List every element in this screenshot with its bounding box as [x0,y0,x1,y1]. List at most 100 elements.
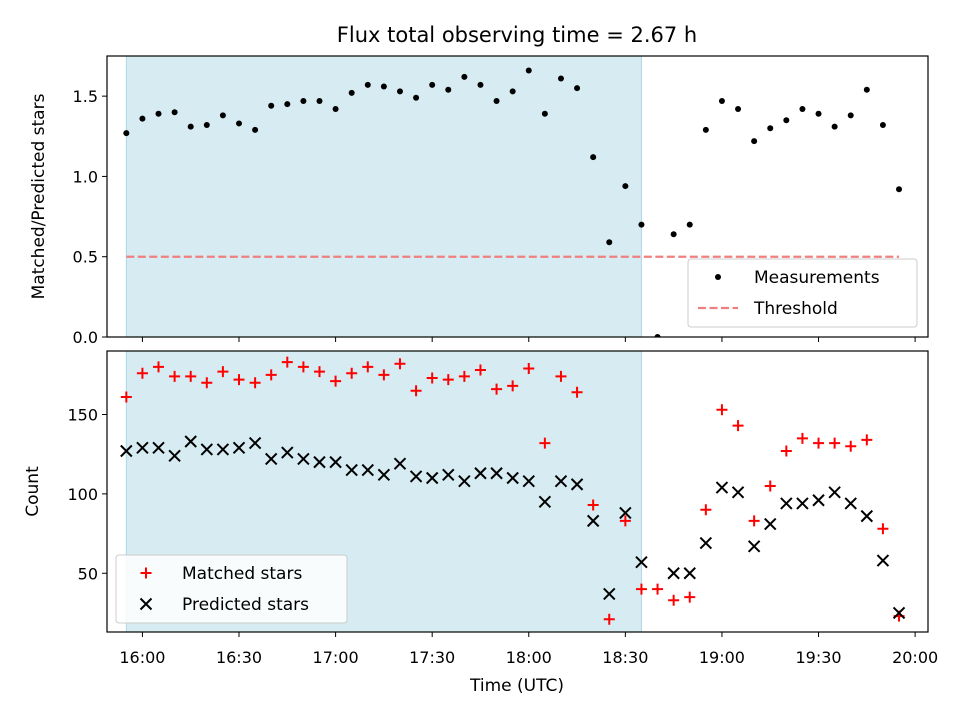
measurement-point [187,123,194,130]
matched-star-point [700,504,712,516]
predicted-star-point [216,443,230,456]
matched-star-point [619,515,631,527]
predicted-star-point [570,478,584,491]
legend-predicted-swatch [139,597,153,611]
predicted-star-point [168,449,181,462]
measurement-point [445,86,452,93]
matched-star-point [684,591,696,603]
y-tick-label: 100 [67,485,98,504]
measurement-point [429,81,436,88]
measurement-point [686,221,693,228]
measurement-point [461,73,468,80]
measurement-point [525,67,532,74]
predicted-star-point [345,463,358,477]
matched-star-point [877,523,889,535]
matched-star-point [362,361,374,373]
plot-area [123,67,903,337]
measurement-point [622,183,629,190]
figure-title: Flux total observing time = 2.67 h [337,23,697,47]
matched-star-point [748,515,760,527]
matched-star-point [233,374,245,386]
predicted-star-point [780,497,793,510]
matched-star-point [249,377,261,389]
matched-star-point [169,370,181,382]
predicted-star-point [667,567,680,580]
predicted-star-point [764,517,777,531]
plot-area [120,356,906,625]
predicted-star-point [297,452,310,466]
predicted-star-point [812,494,825,507]
matched-star-point [845,440,857,452]
matched-star-point [410,385,422,397]
predicted-star-point [747,540,761,553]
measurement-point [541,110,548,117]
predicted-star-point [860,509,874,523]
measurement-point [783,117,790,124]
predicted-star-point [200,443,214,456]
matched-star-point [136,367,148,379]
measurement-point [751,138,758,145]
predicted-star-point [248,436,262,450]
matched-star-point [313,366,325,378]
matched-star-point [587,499,599,511]
measurement-point [670,231,677,238]
predicted-star-point [409,470,423,483]
measurement-point [380,83,387,90]
measurement-point [735,105,742,112]
predicted-star-point [635,555,648,569]
measurement-point [396,88,403,95]
predicted-star-point [474,467,487,480]
matched-star-point [571,386,583,398]
matched-star-point [507,380,519,392]
legend-label: Threshold [753,299,838,319]
legend-box [115,554,348,624]
x-tick-label: 18:00 [506,648,552,667]
y-tick-label: 1.5 [73,87,98,106]
matched-star-point [426,372,438,384]
matched-star-point [555,370,567,382]
measurement-point [557,75,564,82]
matched-star-point [829,437,841,449]
predicted-star-point [619,506,632,520]
measurement-point [139,115,146,122]
measurement-point [348,89,355,96]
measurement-point [702,126,709,133]
measurement-point [799,105,806,112]
y-tick-label: 0.0 [73,328,98,347]
legend-label: Matched stars [182,564,302,584]
predicted-star-point [538,495,552,509]
predicted-star-point [136,441,149,455]
predicted-star-point [377,468,391,482]
x-tick-label: 20:00 [892,648,938,667]
predicted-star-point [683,567,696,580]
matched-star-point [796,432,808,444]
measurement-point [896,186,903,193]
matched-star-point [185,370,197,382]
x-tick-label: 19:00 [699,648,745,667]
predicted-star-point [731,486,745,499]
predicted-star-point [264,452,278,466]
predicted-star-point [490,467,503,480]
measurement-point [493,97,500,104]
measurement-point [284,101,291,108]
measurement-point [155,110,162,117]
matched-star-point [217,366,229,378]
x-tick-label: 17:00 [313,648,359,667]
matched-star-point [281,356,293,368]
measurement-point [364,81,371,88]
predicted-star-point [393,457,407,470]
matched-star-point [764,480,776,492]
matched-star-point [153,361,165,373]
predicted-star-point [442,468,455,482]
predicted-star-point [715,481,729,494]
bottom-axes: 50 100 150 16:00 16:30 17:00 17:30 18:00 18:30 19… [23,350,938,667]
matched-star-point [813,437,825,449]
legend-label: Measurements [754,268,880,288]
predicted-star-point [876,554,890,567]
matched-star-point [635,583,647,595]
predicted-star-point [281,446,294,459]
measurement-point [219,112,226,119]
predicted-star-point [361,463,374,477]
measurement-point [171,109,178,116]
